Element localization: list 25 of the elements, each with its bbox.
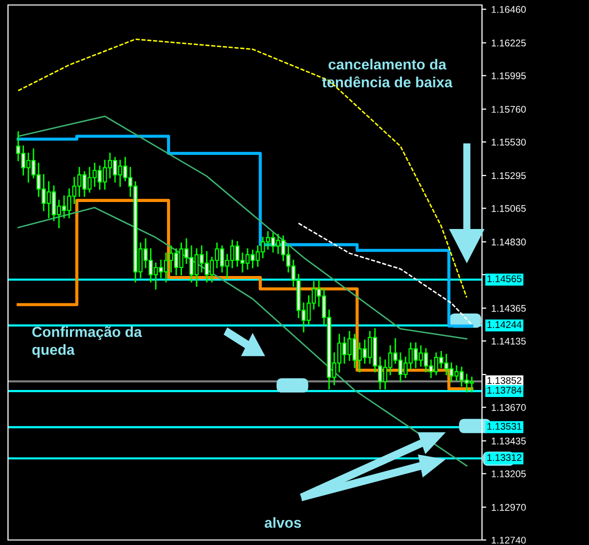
y-tick-label: 1.15995	[492, 72, 526, 80]
ref-line-label: 1.13784	[487, 386, 522, 394]
annotation: alvos	[264, 517, 301, 528]
ref-line-label: 1.13852	[487, 377, 522, 384]
y-tick-label: 1.15065	[492, 205, 526, 212]
ref-line-label: 1.13531	[487, 422, 522, 430]
y-tick-label: 1.15760	[492, 106, 526, 113]
y-tick-label: 1.13205	[492, 470, 526, 478]
y-tick-label: 1.14365	[492, 304, 526, 312]
ref-line-label: 1.14565	[487, 275, 522, 282]
y-tick-label: 1.15295	[492, 172, 526, 180]
y-tick-label: 1.13670	[492, 404, 526, 411]
y-tick-label: 1.15530	[492, 138, 526, 146]
y-tick-label: 1.13435	[492, 438, 526, 444]
y-tick-label: 1.12970	[492, 504, 526, 511]
line-series	[18, 38, 468, 298]
y-tick-label: 1.14135	[492, 338, 526, 345]
annotation: Confirmação da queda	[32, 326, 142, 358]
y-tick-label: 1.14830	[492, 238, 526, 246]
y-tick-label: 1.16225	[492, 40, 526, 46]
line-series	[18, 206, 468, 467]
ref-line-label: 1.14244	[487, 321, 522, 328]
ref-line-label: 1.13312	[487, 454, 522, 462]
y-tick-label: 1.16460	[492, 6, 526, 13]
y-tick-label: 1.12740	[492, 536, 526, 544]
